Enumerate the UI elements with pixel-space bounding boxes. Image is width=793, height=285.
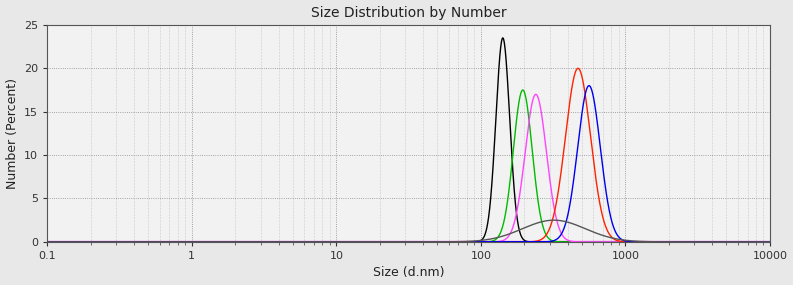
Title: Size Distribution by Number: Size Distribution by Number [311,5,507,20]
X-axis label: Size (d.nm): Size (d.nm) [373,266,444,280]
Y-axis label: Number (Percent): Number (Percent) [6,78,18,189]
